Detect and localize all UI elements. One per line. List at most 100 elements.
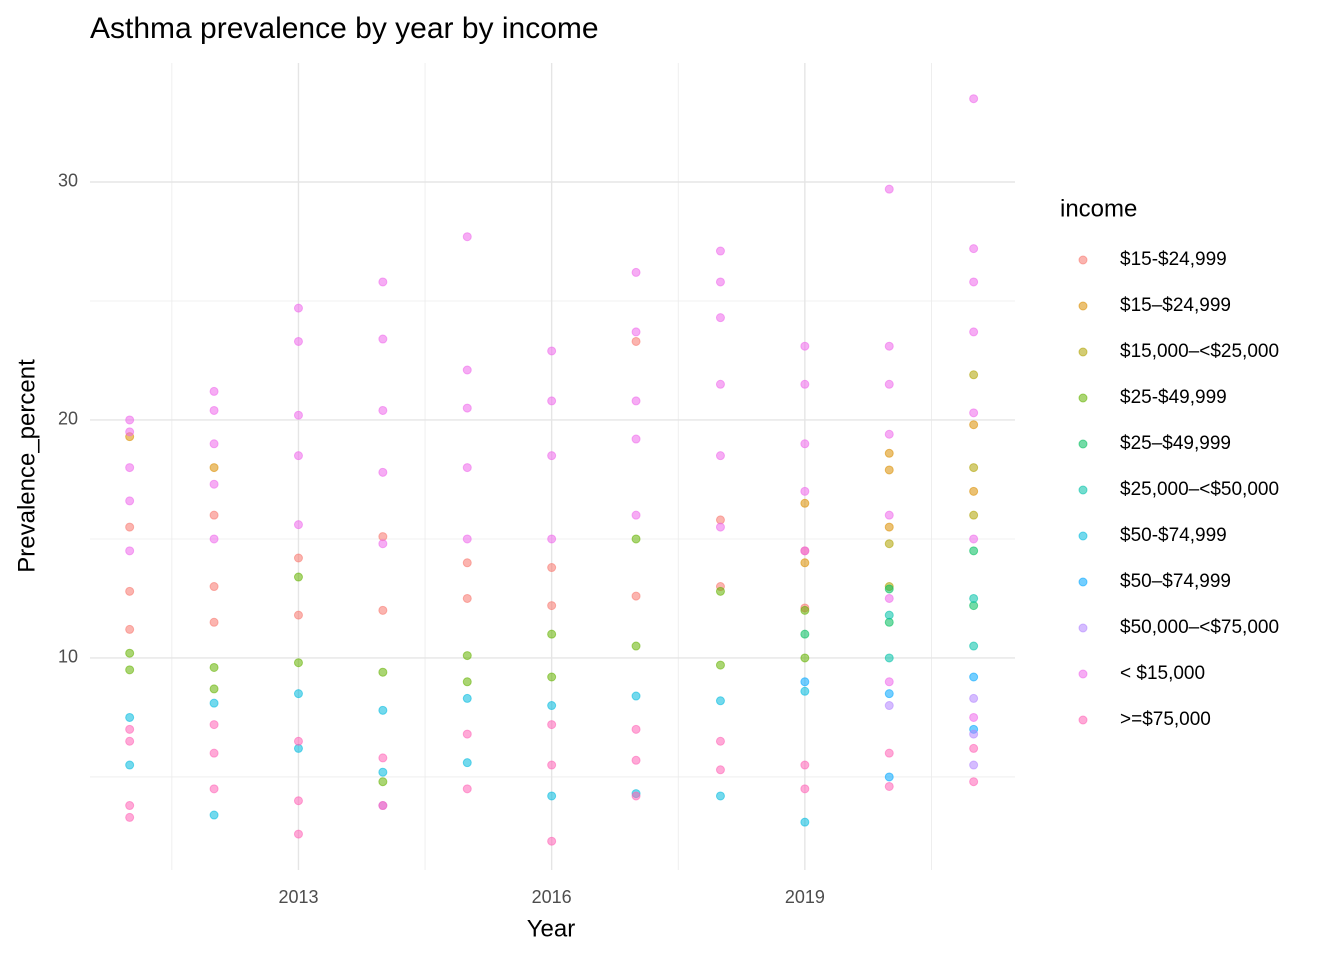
data-point: [462, 558, 472, 568]
data-point: [715, 451, 725, 461]
legend-label: $15-$24,999: [1120, 249, 1227, 270]
data-point: [209, 479, 219, 489]
chart-title: Asthma prevalence by year by income: [90, 12, 599, 45]
data-point: [462, 693, 472, 703]
data-point: [969, 534, 979, 544]
data-point: [800, 686, 810, 696]
data-point: [884, 184, 894, 194]
data-point: [800, 558, 810, 568]
data-point: [884, 593, 894, 603]
data-point: [125, 712, 135, 722]
data-point: [969, 760, 979, 770]
data-point: [462, 729, 472, 739]
data-point: [969, 463, 979, 473]
data-point: [800, 784, 810, 794]
data-point: [547, 629, 557, 639]
data-point: [125, 496, 135, 506]
data-point: [800, 439, 810, 449]
legend-label: $50-$74,999: [1120, 525, 1227, 546]
data-point: [125, 522, 135, 532]
data-point: [547, 760, 557, 770]
data-point: [631, 591, 641, 601]
data-point: [800, 341, 810, 351]
y-tick-label: 30: [58, 171, 78, 191]
data-point: [462, 365, 472, 375]
data-point: [884, 584, 894, 594]
legend-marker: [1078, 669, 1088, 679]
data-point: [884, 701, 894, 711]
data-point: [715, 660, 725, 670]
data-point: [462, 784, 472, 794]
legend-label: $25,000–<$50,000: [1120, 479, 1279, 500]
data-point: [969, 641, 979, 651]
data-point: [631, 755, 641, 765]
data-point: [547, 563, 557, 573]
data-point: [378, 467, 388, 477]
data-point: [800, 817, 810, 827]
data-point: [462, 463, 472, 473]
data-point: [715, 736, 725, 746]
data-point: [631, 691, 641, 701]
x-axis-title: Year: [527, 915, 576, 942]
data-point: [547, 534, 557, 544]
data-point: [631, 396, 641, 406]
data-point: [547, 701, 557, 711]
data-point: [884, 772, 894, 782]
data-point: [715, 696, 725, 706]
data-point: [800, 379, 810, 389]
data-point: [209, 582, 219, 592]
data-point: [462, 593, 472, 603]
data-point: [209, 698, 219, 708]
data-point: [378, 605, 388, 615]
data-point: [884, 677, 894, 687]
data-point: [800, 605, 810, 615]
legend-label: $50–$74,999: [1120, 571, 1231, 592]
data-point: [884, 610, 894, 620]
data-point: [631, 641, 641, 651]
y-axis-title: Prevalence_percent: [13, 359, 40, 573]
data-point: [715, 277, 725, 287]
legend-marker: [1078, 623, 1088, 633]
data-point: [209, 386, 219, 396]
data-point: [378, 777, 388, 787]
data-point: [969, 693, 979, 703]
legend-marker: [1078, 485, 1088, 495]
data-point: [209, 534, 219, 544]
data-point: [547, 720, 557, 730]
data-point: [884, 539, 894, 549]
data-point: [378, 667, 388, 677]
data-point: [969, 672, 979, 682]
data-point: [631, 434, 641, 444]
data-point: [800, 498, 810, 508]
data-point: [969, 712, 979, 722]
data-point: [715, 379, 725, 389]
x-tick-label: 2019: [785, 887, 825, 907]
data-point: [800, 486, 810, 496]
data-point: [209, 463, 219, 473]
data-point: [378, 334, 388, 344]
data-point: [378, 539, 388, 549]
data-point: [209, 720, 219, 730]
data-point: [125, 665, 135, 675]
data-point: [631, 510, 641, 520]
data-point: [378, 405, 388, 415]
legend-marker: [1078, 347, 1088, 357]
data-point: [969, 486, 979, 496]
data-point: [209, 662, 219, 672]
data-point: [715, 586, 725, 596]
data-point: [378, 767, 388, 777]
data-point: [715, 765, 725, 775]
data-point: [462, 651, 472, 661]
data-point: [293, 829, 303, 839]
data-point: [293, 689, 303, 699]
data-point: [209, 439, 219, 449]
data-point: [884, 448, 894, 458]
data-point: [969, 420, 979, 430]
data-point: [969, 743, 979, 753]
data-point: [378, 753, 388, 763]
data-point: [378, 801, 388, 811]
data-point: [800, 677, 810, 687]
data-point: [209, 784, 219, 794]
legend-label: $50,000–<$75,000: [1120, 617, 1279, 638]
data-point: [293, 796, 303, 806]
